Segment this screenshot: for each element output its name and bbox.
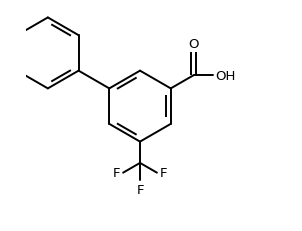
Text: OH: OH xyxy=(215,69,236,82)
Text: F: F xyxy=(136,183,144,196)
Text: O: O xyxy=(188,38,199,51)
Text: F: F xyxy=(159,166,167,179)
Text: F: F xyxy=(113,166,120,179)
